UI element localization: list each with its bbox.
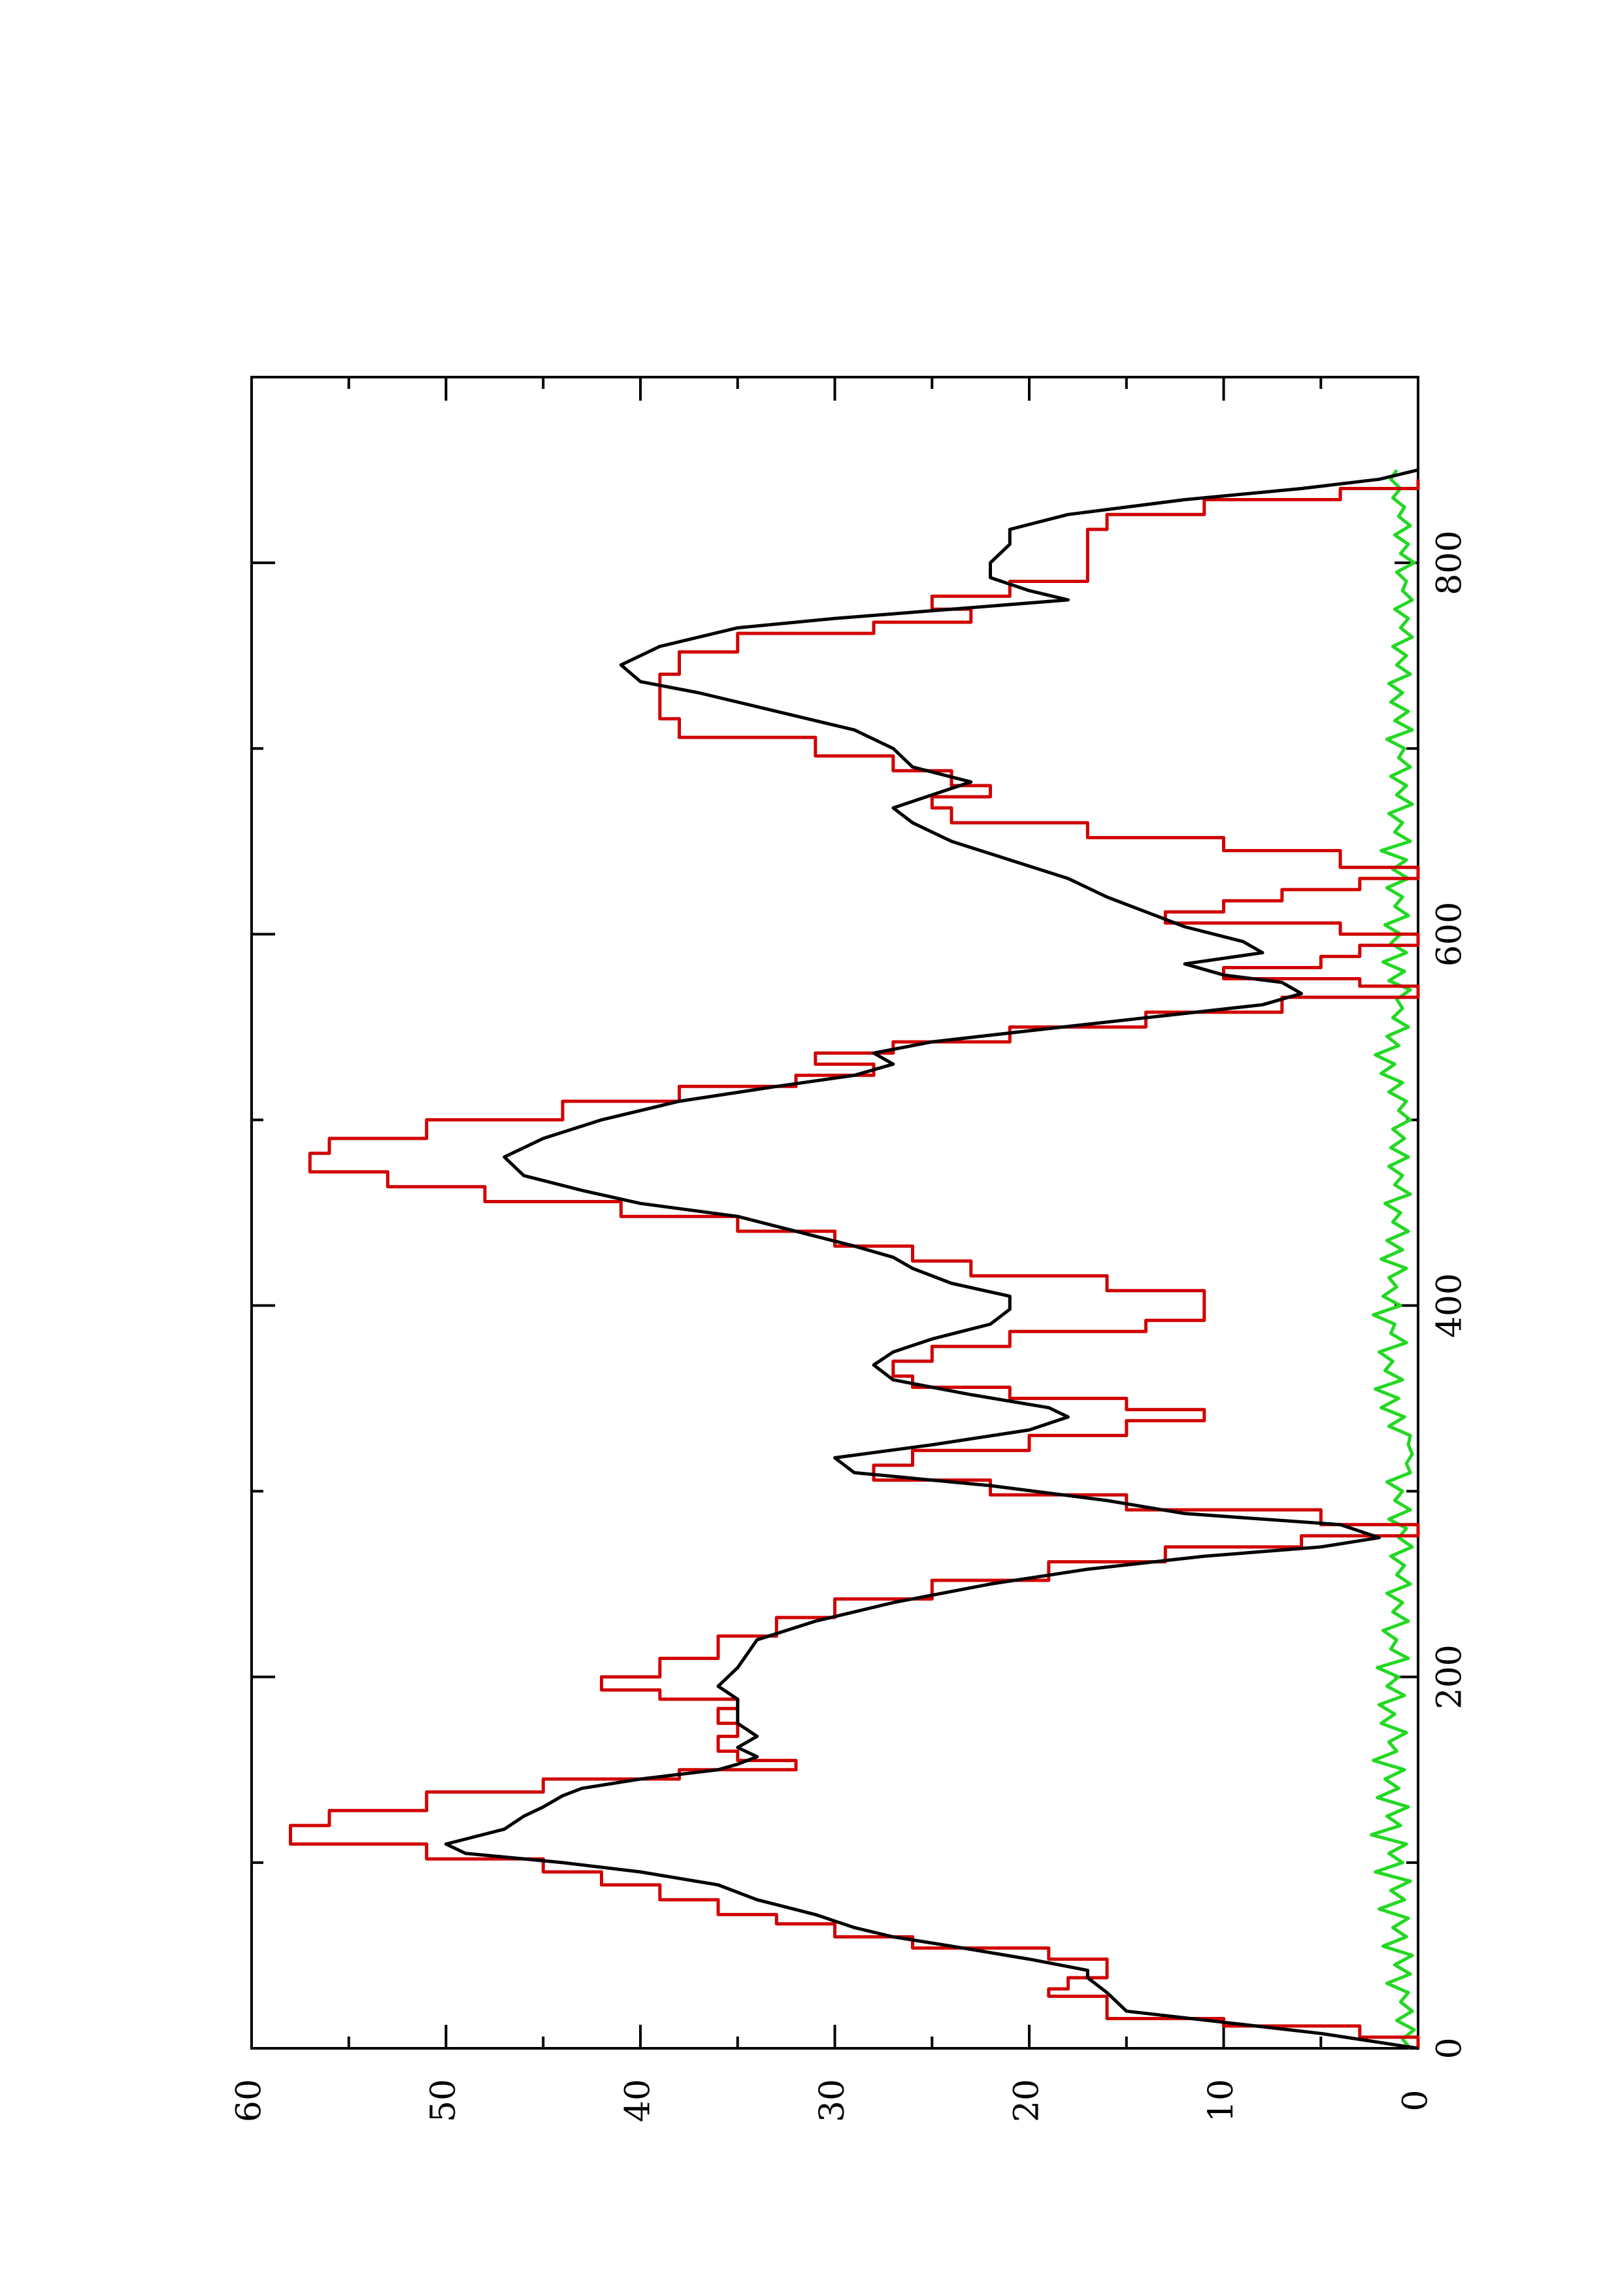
x-tick-label: 800 [1430, 530, 1470, 595]
y-tick-label: 30 [813, 2079, 852, 2122]
x-tick-label: 400 [1430, 1273, 1470, 1338]
y-tick-label: 50 [424, 2079, 463, 2122]
y-tick-label: 20 [1008, 2079, 1047, 2122]
y-tick-label: 60 [230, 2079, 269, 2122]
x-tick-label: 600 [1430, 902, 1470, 967]
series-line-1 [289, 479, 1420, 2048]
ticks [250, 377, 1419, 2050]
y-tick-label: 40 [619, 2079, 658, 2122]
series-line-0 [444, 468, 1419, 2050]
x-tick-label: 200 [1430, 1644, 1470, 1709]
series-line-2 [1370, 469, 1416, 2050]
y-tick-label: 0 [1397, 2089, 1436, 2111]
tick-labels: 0 200 400 600 800 0 10 20 30 40 50 60 [230, 530, 1470, 2122]
series-group [289, 468, 1420, 2050]
y-tick-label: 10 [1202, 2079, 1241, 2122]
x-tick-label: 0 [1430, 2037, 1470, 2059]
